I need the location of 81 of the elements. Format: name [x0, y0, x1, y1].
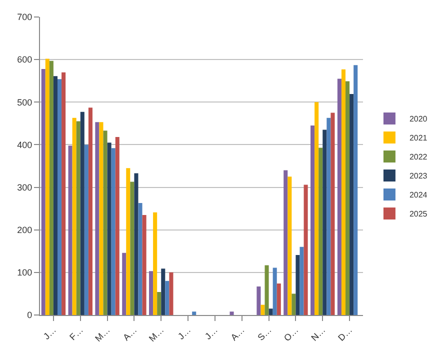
bar [161, 268, 166, 315]
bar [354, 65, 358, 315]
bar [95, 122, 100, 315]
bar [169, 272, 174, 315]
bar [276, 284, 281, 315]
legend-label: 2025 [409, 210, 428, 219]
bar [76, 121, 80, 315]
bar [142, 214, 146, 315]
x-tick-label: N… [309, 324, 328, 343]
x-tick-label: M… [146, 324, 166, 344]
x-tick-label: S… [256, 324, 274, 343]
bar [62, 72, 66, 315]
bar [192, 312, 196, 315]
bar [157, 292, 162, 315]
bar [103, 130, 108, 315]
bar [346, 81, 350, 315]
bar [58, 79, 62, 315]
bar [138, 203, 142, 315]
bar [268, 308, 273, 315]
bar [41, 68, 46, 315]
bar [314, 102, 319, 315]
bar [84, 144, 88, 315]
bar [330, 112, 335, 315]
legend-label: 2021 [409, 134, 428, 143]
bar [72, 118, 76, 315]
bar [292, 294, 296, 315]
bar [126, 168, 130, 315]
y-tick-label: 600 [17, 54, 32, 65]
bar [153, 212, 158, 315]
bar [45, 58, 50, 315]
legend-label: 2022 [409, 152, 428, 162]
x-tick-label: M… [93, 324, 112, 344]
legend-label: 2024 [409, 190, 428, 200]
y-tick-label: 400 [17, 140, 32, 150]
x-tick-label: F… [68, 324, 85, 342]
x-tick-label: J… [41, 324, 58, 342]
bar [130, 182, 134, 315]
x-tick-label: O… [282, 324, 300, 344]
bar [326, 118, 331, 315]
bar [260, 304, 265, 315]
y-tick-label: 0 [27, 310, 32, 320]
x-tick-label: A… [228, 324, 246, 343]
bar [230, 312, 234, 315]
bar [304, 184, 308, 315]
legend-label: 2023 [409, 172, 428, 181]
bar [288, 176, 292, 315]
bar [256, 286, 261, 315]
bar [341, 69, 346, 315]
y-tick-label: 300 [17, 182, 32, 192]
y-tick-label: 200 [17, 225, 32, 236]
bar [272, 268, 277, 315]
bar [99, 122, 104, 315]
bar [337, 78, 342, 315]
bar [149, 271, 154, 315]
bar [80, 112, 84, 315]
bar [300, 246, 304, 315]
legend-label: 2020 [409, 114, 428, 124]
x-tick-label: J… [202, 324, 220, 342]
bar [107, 142, 112, 315]
bar [88, 108, 92, 315]
bar [296, 254, 300, 315]
bar [310, 126, 315, 315]
x-tick-label: D… [336, 324, 354, 343]
x-tick-label: A… [121, 324, 139, 343]
y-tick-label: 700 [17, 12, 32, 22]
bar [115, 137, 120, 315]
bar [318, 148, 323, 315]
x-tick-label: J… [176, 324, 193, 342]
bar [49, 60, 54, 315]
bar [350, 94, 354, 315]
bar [68, 146, 72, 315]
y-tick-label: 100 [17, 268, 32, 278]
bar [284, 170, 288, 315]
bar [53, 76, 58, 315]
bar [134, 173, 138, 315]
bar [322, 130, 327, 315]
y-tick-label: 500 [17, 97, 32, 108]
bar [264, 265, 269, 315]
bar [111, 148, 116, 315]
bar [165, 280, 170, 315]
bar [122, 252, 126, 315]
